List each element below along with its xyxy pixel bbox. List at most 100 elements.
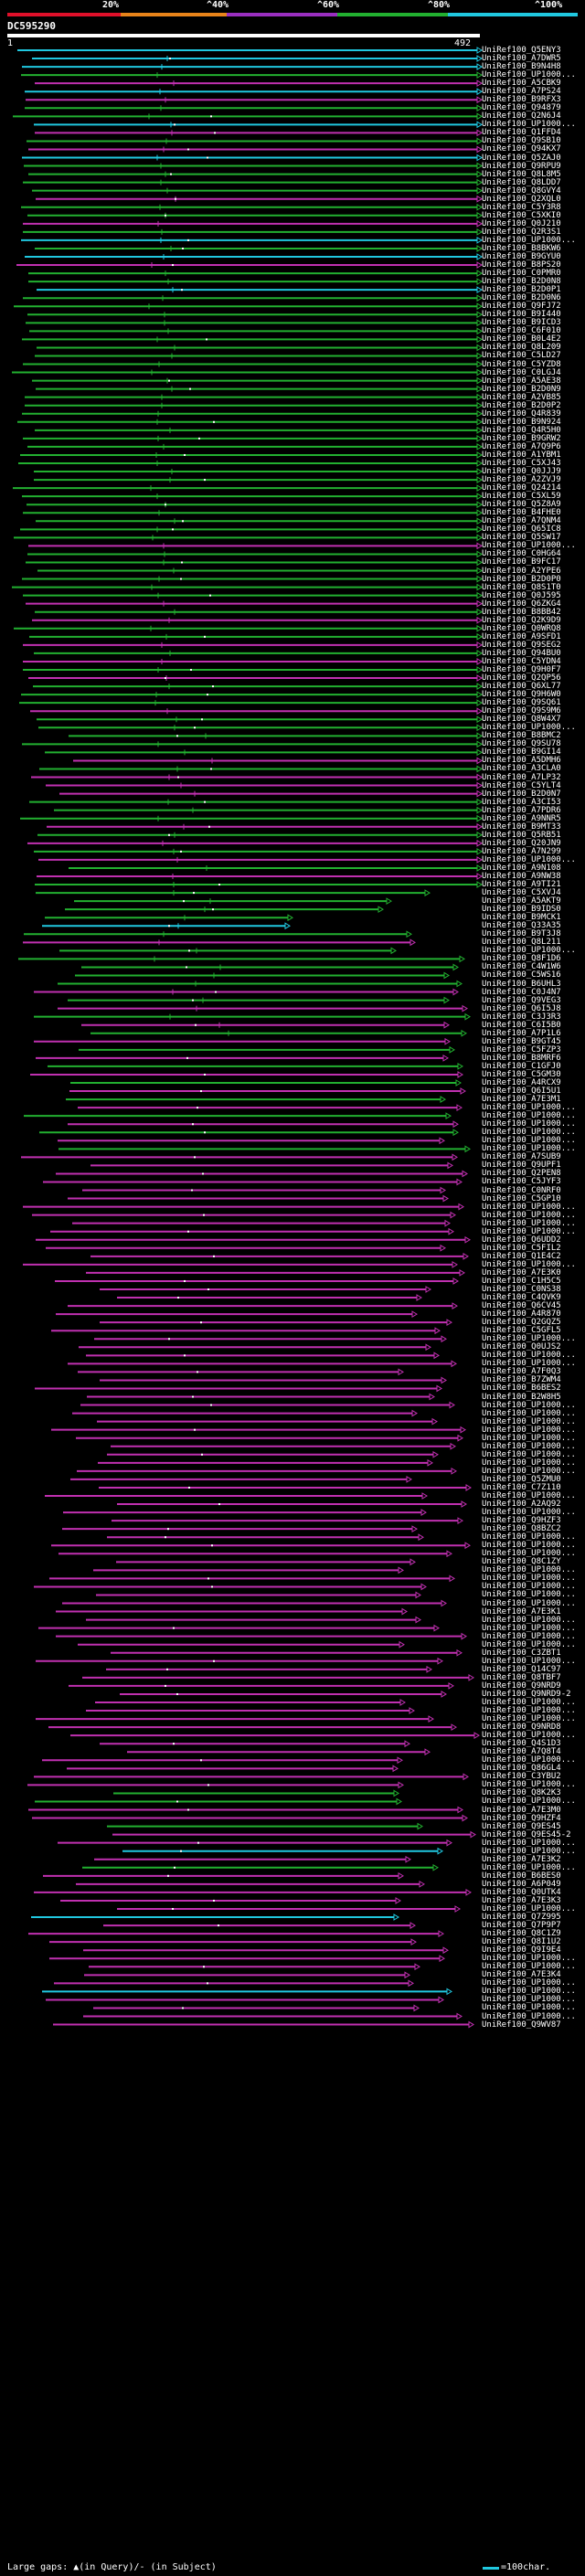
hit-label[interactable]: UniRef100_Q8I1U2	[482, 1937, 561, 1947]
hit-label[interactable]: UniRef100_Q65IC8	[482, 525, 561, 535]
hit-label[interactable]: UniRef100_Q8TBF7	[482, 1672, 561, 1682]
hit-label[interactable]: UniRef100_Q2XQL0	[482, 194, 561, 204]
hit-label[interactable]: UniRef100_Q2QP56	[482, 673, 561, 684]
hit-label[interactable]: UniRef100_A2AQ92	[482, 1500, 561, 1510]
hit-label[interactable]: UniRef100_C5LD27	[482, 351, 561, 361]
hit-label[interactable]: UniRef100_A9NW38	[482, 872, 561, 881]
hit-label[interactable]: UniRef100_Q9SEG2	[482, 640, 561, 650]
hit-label[interactable]: UniRef100_UP1000...	[482, 1136, 576, 1146]
hit-label[interactable]: UniRef100_Q6I5J8	[482, 1003, 561, 1013]
hit-label[interactable]: UniRef100_UP1000...	[482, 1549, 576, 1559]
hit-label[interactable]: UniRef100_A2ZVJ9	[482, 475, 561, 485]
hit-label[interactable]: UniRef100_Q86GL4	[482, 1764, 561, 1774]
hit-label[interactable]: UniRef100_Q33A35	[482, 921, 561, 931]
hit-label[interactable]: UniRef100_Q6ZKG4	[482, 599, 561, 609]
hit-label[interactable]: UniRef100_Q9FJ72	[482, 302, 561, 312]
hit-label[interactable]: UniRef100_Q0J595	[482, 590, 561, 600]
hit-label[interactable]: UniRef100_C6F010	[482, 326, 561, 336]
hit-label[interactable]: UniRef100_UP1000...	[482, 1714, 576, 1724]
hit-label[interactable]: UniRef100_UP1000...	[482, 235, 576, 245]
hit-label[interactable]: UniRef100_UP1000...	[482, 1202, 576, 1212]
hit-label[interactable]: UniRef100_UP1000...	[482, 1449, 576, 1459]
hit-label[interactable]: UniRef100_Q9SU78	[482, 739, 561, 749]
hit-label[interactable]: UniRef100_Q5ZAJ0	[482, 153, 561, 163]
hit-label[interactable]: UniRef100_A7QNM4	[482, 516, 561, 526]
hit-label[interactable]: UniRef100_C5GP10	[482, 1193, 561, 1203]
hit-label[interactable]: UniRef100_C5YZD8	[482, 359, 561, 369]
hit-label[interactable]: UniRef100_UP1000...	[482, 1416, 576, 1426]
hit-label[interactable]: UniRef100_B9GT45	[482, 1036, 561, 1046]
hit-label[interactable]: UniRef100_Q6XL77	[482, 682, 561, 692]
hit-label[interactable]: UniRef100_Q6CV45	[482, 1301, 561, 1311]
hit-label[interactable]: UniRef100_B2D0N9	[482, 384, 561, 394]
hit-label[interactable]: UniRef100_B9MT33	[482, 822, 561, 832]
hit-label[interactable]: UniRef100_C5XKI0	[482, 210, 561, 220]
hit-label[interactable]: UniRef100_UP1000...	[482, 1259, 576, 1269]
hit-label[interactable]: UniRef100_Q0UTK4	[482, 1887, 561, 1897]
hit-label[interactable]: UniRef100_A7E3K3	[482, 1895, 561, 1905]
hit-label[interactable]: UniRef100_B6UHL3	[482, 979, 561, 989]
hit-label[interactable]: UniRef100_A7E3M1	[482, 1095, 561, 1105]
hit-label[interactable]: UniRef100_UP1000...	[482, 2003, 576, 2013]
hit-label[interactable]: UniRef100_C0NRF0	[482, 1185, 561, 1195]
hit-label[interactable]: UniRef100_C6I5B0	[482, 1020, 561, 1030]
hit-label[interactable]: UniRef100_UP1000...	[482, 541, 576, 551]
hit-label[interactable]: UniRef100_Q20JN9	[482, 838, 561, 848]
hit-label[interactable]: UniRef100_A9N108	[482, 863, 561, 873]
hit-label[interactable]: UniRef100_B9RFX3	[482, 95, 561, 105]
hit-label[interactable]: UniRef100_Q94879	[482, 103, 561, 113]
hit-label[interactable]: UniRef100_B0L4E2	[482, 334, 561, 345]
hit-label[interactable]: UniRef100_A1YBM1	[482, 450, 561, 460]
hit-label[interactable]: UniRef100_Q9SB10	[482, 136, 561, 146]
hit-label[interactable]: UniRef100_Q94BU0	[482, 648, 561, 658]
hit-label[interactable]: UniRef100_B9T3J8	[482, 929, 561, 939]
hit-label[interactable]: UniRef100_C5YLT4	[482, 780, 561, 790]
hit-label[interactable]: UniRef100_UP1000...	[482, 1838, 576, 1848]
hit-label[interactable]: UniRef100_Q9WV87	[482, 2019, 561, 2030]
hit-label[interactable]: UniRef100_C0NS38	[482, 1285, 561, 1294]
hit-label[interactable]: UniRef100_UP1000...	[482, 1359, 576, 1369]
hit-label[interactable]: UniRef100_A7E3K0	[482, 1267, 561, 1277]
hit-label[interactable]: UniRef100_B7ZWM4	[482, 1375, 561, 1385]
hit-label[interactable]: UniRef100_Q9S9M6	[482, 706, 561, 716]
hit-label[interactable]: UniRef100_UP1000...	[482, 120, 576, 130]
hit-label[interactable]: UniRef100_C3J3R3	[482, 1012, 561, 1022]
hit-label[interactable]: UniRef100_UP1000...	[482, 1574, 576, 1584]
hit-label[interactable]: UniRef100_Q8L209	[482, 343, 561, 353]
hit-label[interactable]: UniRef100_Q0J210	[482, 218, 561, 228]
hit-label[interactable]: UniRef100_A7E3K2	[482, 1854, 561, 1864]
hit-label[interactable]: UniRef100_C5Y3R8	[482, 202, 561, 212]
hit-label[interactable]: UniRef100_UP1000...	[482, 2011, 576, 2021]
hit-label[interactable]: UniRef100_C4W1W6	[482, 962, 561, 972]
hit-label[interactable]: UniRef100_Q8S1T0	[482, 582, 561, 592]
hit-label[interactable]: UniRef100_C0J4N7	[482, 987, 561, 997]
hit-label[interactable]: UniRef100_A3CLA0	[482, 764, 561, 774]
hit-label[interactable]: UniRef100_C5GM30	[482, 1069, 561, 1079]
hit-label[interactable]: UniRef100_C5GFL5	[482, 1326, 561, 1336]
hit-label[interactable]: UniRef100_B9GRW2	[482, 433, 561, 443]
hit-label[interactable]: UniRef100_UP1000...	[482, 1128, 576, 1138]
hit-label[interactable]: UniRef100_UP1000...	[482, 1995, 576, 2005]
hit-label[interactable]: UniRef100_UP1000...	[482, 1408, 576, 1418]
hit-label[interactable]: UniRef100_UP1000...	[482, 1954, 576, 1964]
hit-label[interactable]: UniRef100_UP1000...	[482, 1466, 576, 1476]
hit-label[interactable]: UniRef100_UP1000...	[482, 1862, 576, 1872]
hit-label[interactable]: UniRef100_A4RCX9	[482, 1078, 561, 1087]
hit-label[interactable]: UniRef100_Q9I9E4	[482, 1945, 561, 1956]
hit-label[interactable]: UniRef100_A7F0Q3	[482, 1367, 561, 1377]
hit-label[interactable]: UniRef100_UP1000...	[482, 1590, 576, 1600]
hit-label[interactable]: UniRef100_A7E3K1	[482, 1606, 561, 1617]
hit-label[interactable]: UniRef100_UP1000...	[482, 1532, 576, 1542]
hit-label[interactable]: UniRef100_Q0UJS2	[482, 1342, 561, 1352]
hit-label[interactable]: UniRef100_A7PS24	[482, 87, 561, 97]
hit-label[interactable]: UniRef100_Q8F1D6	[482, 954, 561, 964]
hit-label[interactable]: UniRef100_C3ZBT1	[482, 1648, 561, 1658]
hit-label[interactable]: UniRef100_UP1000...	[482, 854, 576, 864]
hit-label[interactable]: UniRef100_A7Q9P6	[482, 441, 561, 451]
hit-label[interactable]: UniRef100_Q5RB51	[482, 830, 561, 840]
hit-label[interactable]: UniRef100_UP1000...	[482, 1780, 576, 1790]
hit-label[interactable]: UniRef100_B8BKW6	[482, 243, 561, 253]
hit-label[interactable]: UniRef100_B9I440	[482, 310, 561, 320]
hit-label[interactable]: UniRef100_C0PMR0	[482, 269, 561, 279]
hit-label[interactable]: UniRef100_A7PDR6	[482, 805, 561, 815]
